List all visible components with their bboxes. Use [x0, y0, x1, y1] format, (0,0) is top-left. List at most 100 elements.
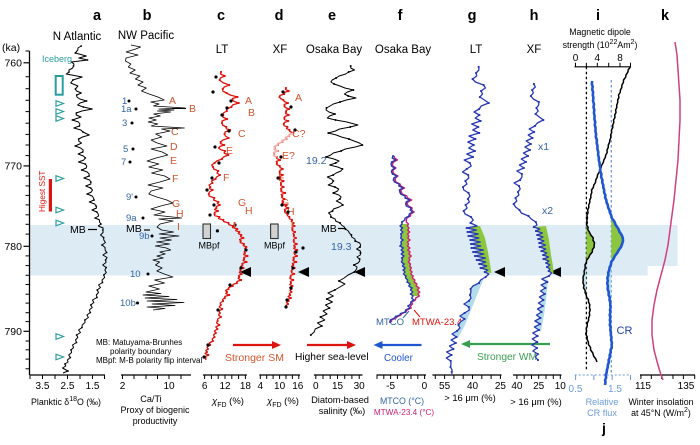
svg-text:g: g	[468, 8, 477, 24]
svg-text:25: 25	[533, 381, 545, 392]
svg-text:x1: x1	[538, 141, 549, 153]
svg-text:Iceberg: Iceberg	[42, 54, 72, 64]
svg-text:polarity boundary: polarity boundary	[110, 347, 171, 356]
svg-text:4: 4	[595, 53, 601, 64]
svg-text:NW Pacific: NW Pacific	[118, 30, 174, 42]
svg-text:30: 30	[354, 381, 366, 392]
svg-text:8: 8	[617, 53, 623, 64]
svg-text:MB: MB	[126, 223, 142, 235]
svg-text:F: F	[223, 172, 229, 184]
svg-text:MTWA-23.4 (°C): MTWA-23.4 (°C)	[374, 408, 435, 417]
svg-text:Diatom-based: Diatom-based	[311, 395, 369, 405]
svg-text:> 16 μm (%): > 16 μm (%)	[510, 396, 562, 407]
svg-text:CR flux: CR flux	[587, 408, 617, 418]
svg-text:MB: Matuyama-Brunhes: MB: Matuyama-Brunhes	[96, 338, 182, 347]
svg-text:40: 40	[511, 381, 523, 392]
svg-text:Osaka Bay: Osaka Bay	[375, 44, 431, 56]
svg-text:780: 780	[4, 241, 22, 253]
svg-text:strength (1022Am2): strength (1022Am2)	[563, 39, 638, 50]
svg-text:25: 25	[495, 381, 507, 392]
svg-text:1a: 1a	[121, 104, 132, 115]
svg-text:E: E	[170, 155, 177, 167]
svg-text:3.5: 3.5	[36, 381, 50, 392]
svg-text:Proxy of biogenic: Proxy of biogenic	[120, 405, 190, 415]
svg-text:b: b	[143, 8, 152, 24]
svg-text:F: F	[172, 173, 178, 185]
svg-text:1.5: 1.5	[86, 381, 100, 392]
svg-text:h: h	[530, 8, 539, 24]
svg-text:9b: 9b	[139, 231, 150, 242]
svg-text:7: 7	[121, 157, 126, 168]
svg-text:E: E	[226, 145, 233, 157]
svg-text:Planktic δ18O (‰): Planktic δ18O (‰)	[31, 396, 101, 407]
svg-text:MB: MB	[70, 224, 86, 236]
svg-text:40: 40	[467, 381, 479, 392]
svg-text:1.5: 1.5	[608, 384, 622, 395]
svg-text:1: 1	[122, 96, 127, 107]
svg-text:C: C	[238, 128, 246, 140]
svg-text:Winter insolation: Winter insolation	[628, 397, 693, 407]
svg-text:Relative: Relative	[586, 397, 619, 407]
svg-text:0: 0	[422, 381, 428, 392]
svg-text:10: 10	[163, 381, 175, 392]
svg-text:0: 0	[573, 53, 579, 64]
svg-text:12: 12	[219, 381, 231, 392]
svg-text:135: 135	[678, 381, 695, 392]
svg-text:0: 0	[313, 381, 319, 392]
svg-text:MBpf: M-B polarity flip interv: MBpf: M-B polarity flip interval	[96, 356, 202, 365]
svg-text:10: 10	[555, 381, 567, 392]
svg-text:MTCO (°C): MTCO (°C)	[380, 396, 424, 406]
svg-text:a: a	[93, 8, 102, 24]
svg-text:MBpf: MBpf	[264, 241, 286, 251]
svg-text:B: B	[189, 103, 196, 115]
svg-text:e: e	[328, 8, 336, 24]
svg-text:j: j	[601, 420, 606, 436]
svg-text:G: G	[281, 197, 289, 209]
svg-text:salinity (‰): salinity (‰)	[319, 406, 366, 416]
svg-text:MBpf: MBpf	[199, 241, 221, 251]
svg-text:4: 4	[258, 381, 264, 392]
svg-text:770: 770	[4, 160, 22, 172]
svg-text:10b: 10b	[120, 298, 136, 309]
svg-text:10: 10	[130, 269, 141, 280]
svg-text:0.5: 0.5	[569, 384, 583, 395]
svg-text:2: 2	[120, 381, 126, 392]
svg-text:2.5: 2.5	[61, 381, 75, 392]
svg-text:E?: E?	[282, 150, 295, 162]
svg-text:9a: 9a	[126, 213, 137, 224]
svg-text:10: 10	[274, 381, 286, 392]
svg-text:MTWA-23.4: MTWA-23.4	[412, 317, 462, 328]
svg-text:115: 115	[635, 381, 651, 392]
svg-text:C: C	[171, 126, 179, 138]
svg-text:Stronger SM: Stronger SM	[225, 352, 284, 364]
svg-text:G: G	[172, 198, 180, 210]
svg-text:(ka): (ka)	[2, 42, 20, 54]
svg-text:D: D	[170, 141, 178, 153]
svg-text:XF: XF	[527, 44, 542, 56]
svg-text:χFD (%): χFD (%)	[211, 396, 244, 409]
svg-text:16: 16	[292, 381, 304, 392]
svg-text:A: A	[169, 95, 176, 107]
svg-text:Osaka Bay: Osaka Bay	[306, 44, 362, 56]
svg-text:i: i	[596, 8, 600, 24]
svg-text:A: A	[245, 95, 252, 107]
svg-text:XF: XF	[273, 44, 288, 56]
svg-text:-5: -5	[386, 381, 395, 392]
svg-text:f: f	[398, 8, 403, 24]
svg-text:B: B	[248, 107, 255, 119]
svg-text:A: A	[295, 92, 302, 104]
svg-text:at 45°N (W/m2): at 45°N (W/m2)	[631, 407, 691, 418]
svg-text:x2: x2	[542, 205, 553, 217]
svg-text:Ca/Ti: Ca/Ti	[140, 394, 161, 404]
svg-text:19.3: 19.3	[331, 241, 352, 253]
svg-text:Stronger WM: Stronger WM	[477, 352, 537, 363]
svg-text:Magnetic dipole: Magnetic dipole	[569, 27, 631, 37]
svg-text:H: H	[245, 205, 253, 217]
svg-text:χFD (%): χFD (%)	[266, 396, 299, 409]
svg-text:c: c	[217, 8, 225, 24]
svg-text:55: 55	[439, 381, 451, 392]
svg-text:6: 6	[202, 381, 208, 392]
svg-text:G: G	[238, 197, 246, 209]
svg-text:LT: LT	[470, 44, 483, 56]
svg-text:LT: LT	[216, 44, 229, 56]
